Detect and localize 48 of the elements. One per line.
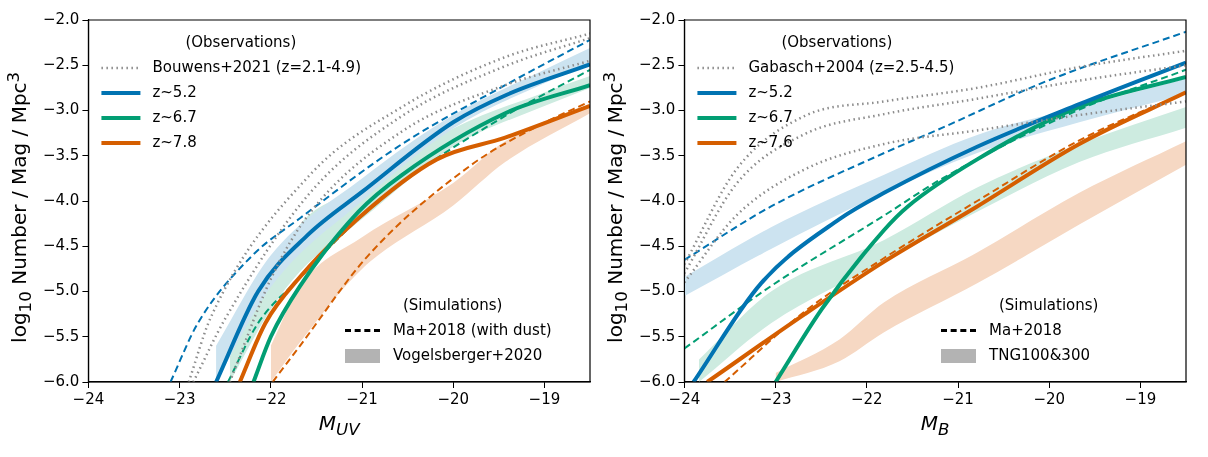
x-tick-label: −24 bbox=[668, 389, 701, 408]
y-tick-label: −4.0 bbox=[42, 190, 80, 209]
y-tick-label: −2.0 bbox=[42, 9, 80, 28]
y-tick-label: −6.0 bbox=[42, 371, 80, 390]
legend-label: Bouwens+2021 (z=2.1-4.9) bbox=[152, 57, 361, 76]
legend-label: z~5.2 bbox=[152, 82, 197, 101]
legend-label: z~7.6 bbox=[748, 132, 793, 151]
legend-title: (Observations) bbox=[781, 32, 893, 51]
y-tick-label: −2.5 bbox=[638, 55, 676, 74]
y-tick-label: −6.0 bbox=[638, 371, 676, 390]
legend-label: z~6.7 bbox=[152, 107, 197, 126]
x-tick-label: −19 bbox=[528, 389, 561, 408]
x-tick-label: −20 bbox=[437, 389, 470, 408]
x-tick-label: −22 bbox=[850, 389, 883, 408]
y-tick-label: −4.0 bbox=[638, 190, 676, 209]
y-tick-label: −3.0 bbox=[42, 100, 80, 119]
x-axis-title: M$_{B}$ bbox=[919, 410, 951, 441]
x-tick-label: −20 bbox=[1033, 389, 1066, 408]
legend-label: z~6.7 bbox=[748, 107, 793, 126]
y-tick-label: −2.0 bbox=[638, 9, 676, 28]
annotation: Ma+2018 bbox=[989, 320, 1062, 341]
y-tick-label: −4.5 bbox=[638, 236, 676, 255]
x-tick-label: −22 bbox=[254, 389, 287, 408]
y-tick-label: −3.0 bbox=[638, 100, 676, 119]
y-tick-label: −3.5 bbox=[42, 145, 80, 164]
y-tick-label: −4.5 bbox=[42, 236, 80, 255]
y-tick-label: −5.5 bbox=[638, 326, 676, 345]
x-tick-label: −19 bbox=[1124, 389, 1157, 408]
annotation: (Simulations) bbox=[999, 295, 1099, 316]
y-tick-label: −5.0 bbox=[638, 281, 676, 300]
annotation: TNG100&300 bbox=[989, 345, 1090, 366]
x-axis-title: M$_{UV}$ bbox=[317, 410, 362, 441]
y-tick-label: −2.5 bbox=[42, 55, 80, 74]
annotation: Ma+2018 (with dust) bbox=[393, 320, 552, 341]
annotation: Vogelsberger+2020 bbox=[393, 345, 543, 366]
y-tick-label: −3.5 bbox=[638, 145, 676, 164]
x-tick-label: −24 bbox=[72, 389, 105, 408]
y-tick-label: −5.0 bbox=[42, 281, 80, 300]
x-tick-label: −21 bbox=[942, 389, 974, 408]
legend-title: (Observations) bbox=[185, 32, 297, 51]
y-tick-label: −5.5 bbox=[42, 326, 80, 345]
x-tick-label: −21 bbox=[346, 389, 378, 408]
x-tick-label: −23 bbox=[163, 389, 196, 408]
annotation: (Simulations) bbox=[403, 295, 503, 316]
x-tick-label: −23 bbox=[759, 389, 792, 408]
legend-label: z~5.2 bbox=[748, 82, 793, 101]
legend-label: z~7.8 bbox=[152, 132, 197, 151]
legend-label: Gabasch+2004 (z=2.5-4.5) bbox=[748, 57, 955, 76]
